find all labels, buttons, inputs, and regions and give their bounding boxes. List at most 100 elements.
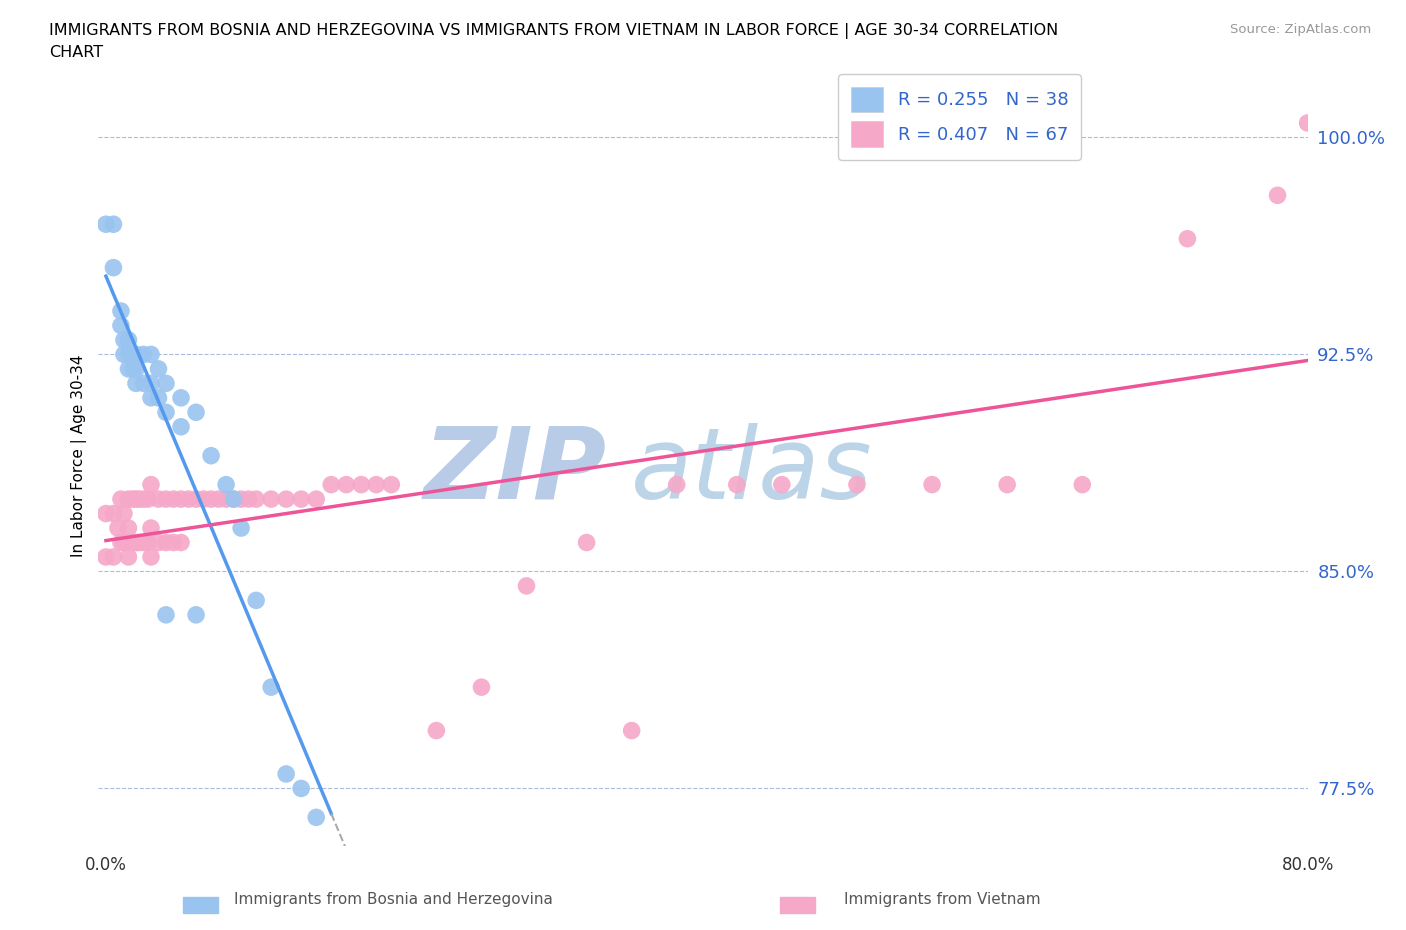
Point [305, 810, 328, 825]
Point [770, 477, 793, 492]
Point [148, 535, 170, 550]
Point [380, 477, 402, 492]
Point [184, 607, 207, 622]
Text: Immigrants from Bosnia and Herzegovina: Immigrants from Bosnia and Herzegovina [235, 892, 553, 907]
Point [117, 362, 139, 377]
Point [148, 391, 170, 405]
Point [112, 506, 135, 521]
Point [170, 535, 193, 550]
Point [170, 492, 193, 507]
Point [290, 781, 312, 796]
Point [425, 724, 447, 738]
Point [132, 347, 155, 362]
Point [995, 477, 1018, 492]
Point [515, 578, 537, 593]
Point [148, 362, 170, 377]
Point [125, 376, 148, 391]
Point [112, 347, 135, 362]
Point [155, 535, 177, 550]
Point [725, 477, 748, 492]
Point [155, 405, 177, 419]
Point [128, 535, 150, 550]
Point [103, 550, 125, 565]
Point [177, 492, 200, 507]
Point [132, 492, 155, 507]
Point [276, 766, 298, 781]
Point [139, 521, 162, 536]
Point [260, 680, 283, 695]
Point [117, 550, 139, 565]
Point [110, 535, 132, 550]
Point [229, 521, 252, 536]
Text: ZIP: ZIP [423, 423, 606, 520]
Point [222, 492, 245, 507]
Point [122, 492, 145, 507]
Point [110, 318, 132, 333]
Point [1267, 188, 1289, 203]
Point [122, 362, 145, 377]
Y-axis label: In Labor Force | Age 30-34: In Labor Force | Age 30-34 [72, 354, 87, 557]
Point [110, 303, 132, 318]
Point [245, 593, 267, 608]
Point [136, 492, 159, 507]
Point [155, 492, 177, 507]
Point [103, 506, 125, 521]
Point [139, 477, 162, 492]
Point [122, 535, 145, 550]
Point [103, 217, 125, 232]
Point [132, 535, 155, 550]
Point [215, 492, 238, 507]
Point [117, 347, 139, 362]
Point [117, 492, 139, 507]
Point [103, 260, 125, 275]
Text: Source: ZipAtlas.com: Source: ZipAtlas.com [1230, 23, 1371, 36]
Point [112, 333, 135, 348]
Point [200, 492, 222, 507]
Point [470, 680, 492, 695]
Point [139, 347, 162, 362]
Point [350, 477, 373, 492]
Point [107, 521, 129, 536]
Point [1296, 115, 1319, 130]
Point [117, 521, 139, 536]
Point [276, 492, 298, 507]
Point [148, 492, 170, 507]
Point [305, 492, 328, 507]
Point [184, 405, 207, 419]
Point [215, 477, 238, 492]
Point [170, 419, 193, 434]
Point [222, 492, 245, 507]
Point [846, 477, 869, 492]
Point [94, 217, 117, 232]
Text: atlas: atlas [630, 423, 872, 520]
Point [128, 492, 150, 507]
Text: CHART: CHART [49, 45, 103, 60]
Text: Immigrants from Vietnam: Immigrants from Vietnam [844, 892, 1040, 907]
Point [575, 535, 598, 550]
Point [260, 492, 283, 507]
Point [245, 492, 267, 507]
Point [155, 607, 177, 622]
Point [125, 535, 148, 550]
Point [112, 535, 135, 550]
Point [139, 376, 162, 391]
Point [162, 535, 184, 550]
Point [238, 492, 260, 507]
Point [94, 506, 117, 521]
Point [162, 492, 184, 507]
Point [620, 724, 643, 738]
Point [170, 391, 193, 405]
Point [321, 477, 343, 492]
Point [665, 477, 688, 492]
Point [125, 347, 148, 362]
Text: IMMIGRANTS FROM BOSNIA AND HERZEGOVINA VS IMMIGRANTS FROM VIETNAM IN LABOR FORCE: IMMIGRANTS FROM BOSNIA AND HERZEGOVINA V… [49, 23, 1059, 39]
Point [125, 362, 148, 377]
Point [132, 376, 155, 391]
Point [1071, 477, 1094, 492]
Point [122, 347, 145, 362]
Point [229, 492, 252, 507]
Point [139, 550, 162, 565]
Point [921, 477, 943, 492]
Point [200, 448, 222, 463]
Legend: R = 0.255   N = 38, R = 0.407   N = 67: R = 0.255 N = 38, R = 0.407 N = 67 [838, 74, 1081, 160]
